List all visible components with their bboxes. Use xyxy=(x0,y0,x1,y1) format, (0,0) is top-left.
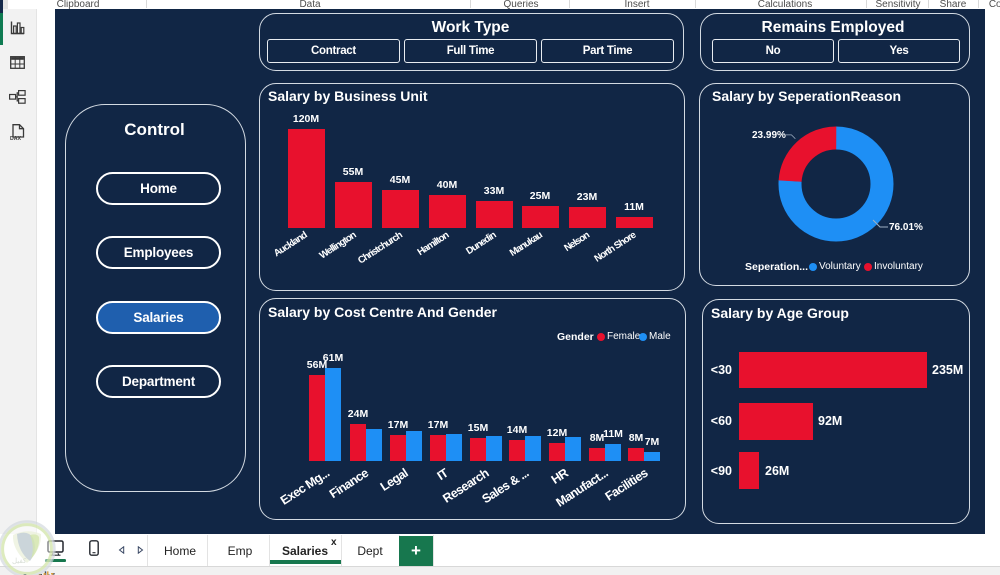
svg-text:كفيل: كفيل xyxy=(12,557,27,565)
svg-text:DAX: DAX xyxy=(10,136,21,141)
